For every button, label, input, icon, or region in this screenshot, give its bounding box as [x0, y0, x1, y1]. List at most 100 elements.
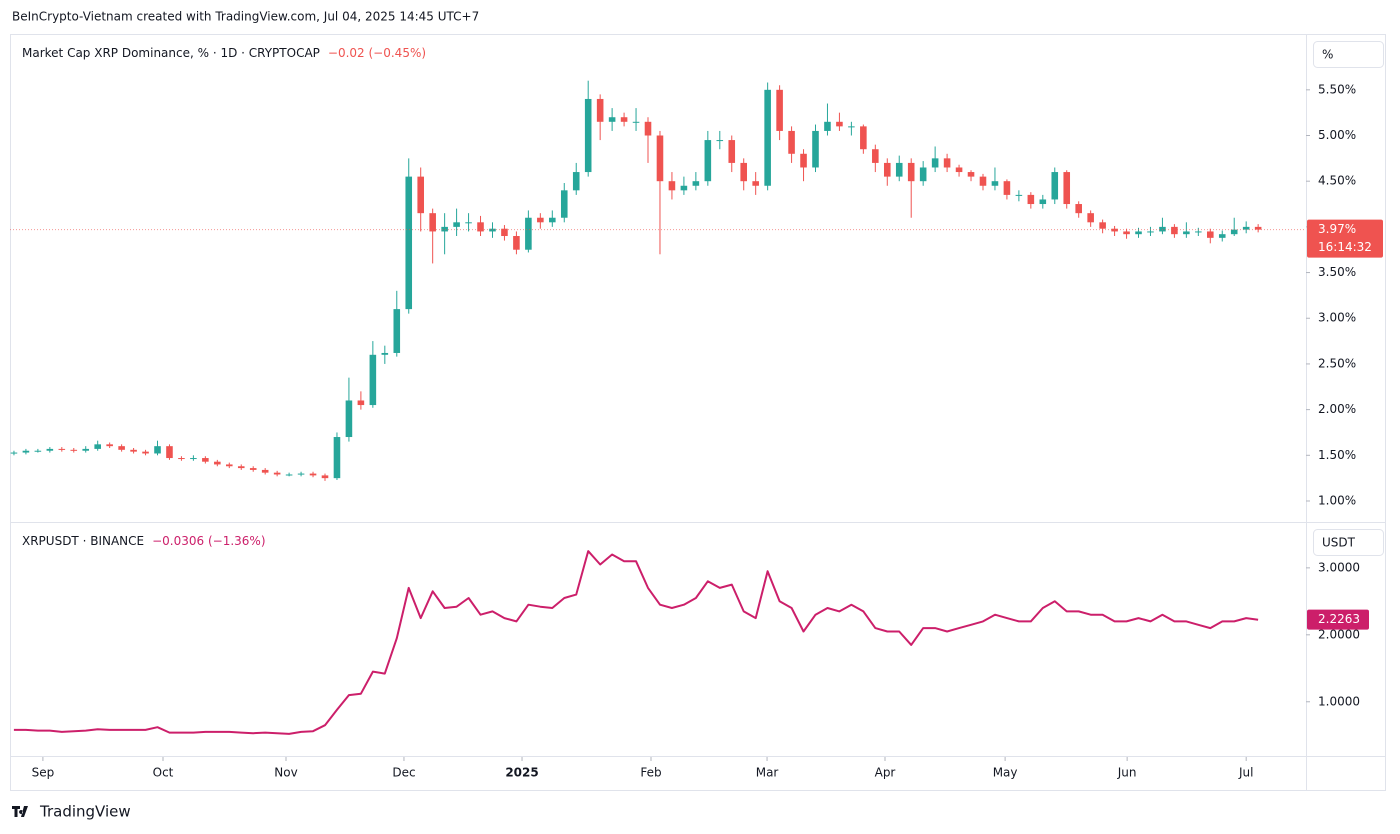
- candle-body: [82, 448, 90, 451]
- candle-body: [1242, 226, 1250, 230]
- candle-body: [58, 448, 66, 450]
- footer-brand: TradingView: [39, 803, 131, 821]
- pane-change: −0.02 (−0.45%): [328, 46, 426, 60]
- x-tick-label: Jul: [1238, 766, 1253, 780]
- candle-body: [130, 449, 137, 452]
- candle-body: [166, 446, 173, 459]
- candle-body: [788, 130, 795, 154]
- x-tick-label: Jun: [1117, 766, 1137, 780]
- candle-body: [429, 213, 436, 232]
- y-tick-label: 5.00%: [1318, 128, 1356, 142]
- candle-body: [716, 140, 724, 142]
- candle-body: [860, 126, 867, 150]
- y-tick-label: 1.50%: [1318, 448, 1356, 462]
- candle-body: [1099, 222, 1106, 229]
- candle-body: [118, 446, 125, 450]
- last-price-label: 2.2263: [1318, 612, 1360, 626]
- candle-body: [1195, 231, 1202, 233]
- candle-body: [1171, 226, 1178, 235]
- candle-body: [680, 185, 688, 191]
- y-tick-label: 3.50%: [1318, 265, 1356, 279]
- countdown-label: 16:14:32: [1318, 240, 1372, 254]
- y-tick-label: 2.00%: [1318, 402, 1356, 416]
- candle-body: [441, 226, 448, 232]
- candle-body: [1027, 194, 1035, 205]
- y-tick-label: 1.0000: [1318, 694, 1360, 708]
- candle-body: [620, 117, 628, 122]
- candle-body: [836, 121, 843, 127]
- candle-body: [1230, 229, 1238, 235]
- candle-body: [106, 444, 113, 447]
- candle-body: [955, 167, 963, 173]
- candle-body: [1063, 172, 1071, 205]
- candle-body: [273, 472, 281, 475]
- candle-body: [1183, 231, 1190, 235]
- candle-body: [501, 228, 508, 237]
- candle-body: [764, 89, 771, 186]
- price-line: [13, 550, 1259, 735]
- candle-body: [1147, 231, 1154, 233]
- candle-body: [1003, 181, 1011, 195]
- candle-body: [943, 158, 951, 168]
- candle-body: [584, 98, 592, 173]
- candle-body: [931, 158, 939, 168]
- candle-body: [1087, 213, 1094, 223]
- y-tick-label: 2.0000: [1318, 627, 1360, 641]
- candle-body: [1135, 231, 1142, 235]
- candle-body: [22, 450, 30, 453]
- candle-body: [190, 458, 197, 460]
- candle-body: [357, 400, 365, 406]
- y-tick-label: 4.50%: [1318, 174, 1356, 188]
- candle-body: [872, 149, 879, 163]
- last-price-label: 3.97%: [1318, 222, 1356, 236]
- y-tick-label: 5.50%: [1318, 82, 1356, 96]
- candle-body: [1218, 234, 1226, 238]
- x-tick-label: May: [993, 766, 1018, 780]
- last-price-tag: [1307, 219, 1383, 258]
- candle-body: [537, 217, 544, 223]
- candle-body: [895, 162, 903, 177]
- candle-body: [226, 464, 233, 467]
- candle-body: [596, 98, 604, 122]
- candle-body: [489, 228, 496, 232]
- candle-body: [812, 130, 819, 168]
- candle-body: [704, 140, 712, 182]
- candle-body: [369, 354, 377, 406]
- header: BeInCrypto-Vietnam created with TradingV…: [12, 10, 479, 24]
- candle-body: [883, 162, 891, 177]
- candle-body: [644, 121, 652, 136]
- candle-body: [154, 446, 161, 454]
- candle-body: [417, 176, 424, 214]
- x-tick-label: Dec: [392, 766, 415, 780]
- x-tick-label: Apr: [875, 766, 896, 780]
- unit-box: [1313, 529, 1384, 556]
- candle-body: [309, 473, 317, 476]
- candle-body: [692, 181, 700, 186]
- x-tick-label: Nov: [274, 766, 297, 780]
- candle-body: [800, 153, 807, 168]
- frame: [10, 34, 1386, 791]
- candle-body: [297, 473, 305, 475]
- unit-label: USDT: [1322, 536, 1356, 550]
- candle-body: [967, 172, 975, 177]
- candle-body: [453, 222, 460, 227]
- candle-body: [477, 222, 484, 232]
- candle-body: [381, 352, 389, 355]
- candle-body: [1254, 226, 1262, 230]
- y-tick-label: 3.00%: [1318, 311, 1356, 325]
- y-tick-label: 2.50%: [1318, 356, 1356, 370]
- x-tick-label: 2025: [505, 766, 538, 780]
- y-tick-label: 3.0000: [1318, 560, 1360, 574]
- candle-body: [202, 458, 209, 462]
- unit-label: %: [1322, 48, 1333, 62]
- candle-body: [142, 451, 149, 454]
- pane-change: −0.0306 (−1.36%): [152, 534, 265, 548]
- candle-body: [214, 461, 221, 465]
- candle-body: [178, 458, 185, 460]
- candle-body: [632, 121, 640, 123]
- candle-body: [668, 181, 676, 191]
- x-tick-label: Oct: [153, 766, 174, 780]
- candle-body: [46, 448, 54, 451]
